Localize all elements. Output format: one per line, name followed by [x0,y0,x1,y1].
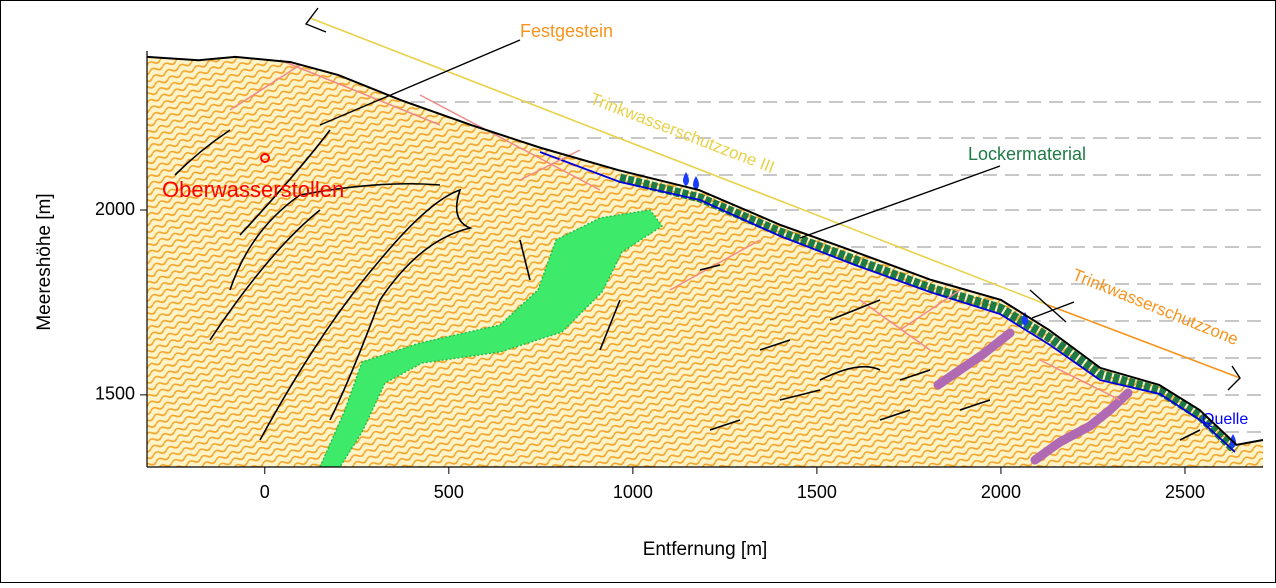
annotation: Oberwasserstollen [162,177,344,202]
x-tick-label: 1000 [613,482,653,502]
x-tick-label: 2000 [981,482,1021,502]
chart: Festgestein Lockermaterial Trinkwassersc… [0,0,1276,583]
y-tick-label: 1500 [95,384,135,404]
y-tick-label: 2000 [95,199,135,219]
y-axis-title: Meereshöhe [m] [34,193,55,330]
x-tick-label: 500 [434,482,464,502]
annotation: Festgestein [520,21,613,41]
x-axis-title: Entfernung [m] [643,539,768,560]
x-tick-label: 0 [260,482,270,502]
x-tick-label: 2500 [1165,482,1205,502]
x-tick-label: 1500 [797,482,837,502]
annotation: Lockermaterial [968,144,1086,164]
